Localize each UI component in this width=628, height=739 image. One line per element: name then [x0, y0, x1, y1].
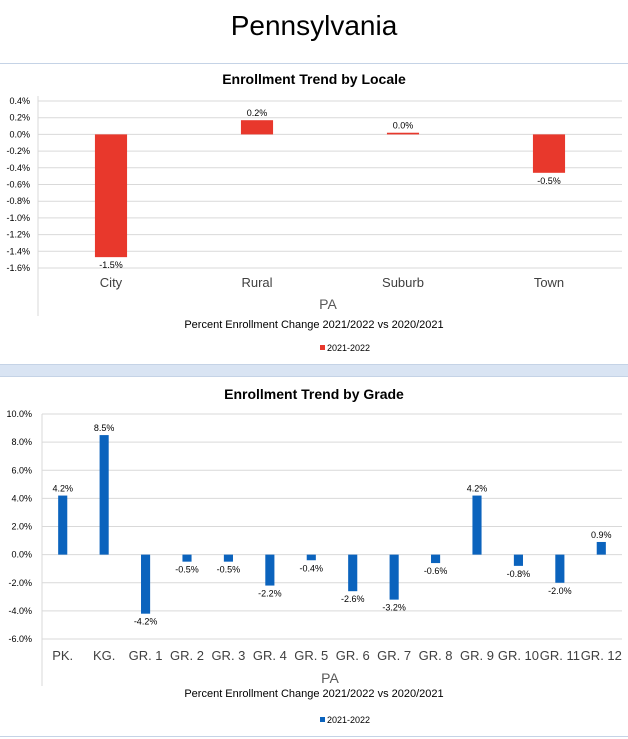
chart-title: Enrollment Trend by Grade [224, 386, 404, 402]
gridlines [42, 414, 622, 639]
y-tick-label: 0.2% [9, 113, 30, 123]
bar [390, 555, 399, 600]
data-label: 0.9% [591, 530, 612, 540]
y-tick-label: -0.4% [6, 163, 30, 173]
x-axis-label: PA [319, 296, 337, 312]
data-label: -0.5% [175, 565, 199, 575]
x-tick-label: Town [534, 275, 564, 290]
data-label: -2.6% [341, 594, 365, 604]
y-tick-label: 0.4% [9, 96, 30, 106]
bar [58, 496, 67, 555]
data-label: -2.0% [548, 586, 572, 596]
bar [555, 555, 564, 583]
y-tick-label: -1.2% [6, 230, 30, 240]
x-tick-label: GR. 9 [460, 648, 494, 663]
data-label: 4.2% [52, 484, 73, 494]
x-tick-label: Suburb [382, 275, 424, 290]
x-tick-label: GR. 11 [540, 648, 580, 663]
x-tick-label: GR. 4 [253, 648, 287, 663]
bar [533, 134, 565, 172]
chart-subtitle: Percent Enrollment Change 2021/2022 vs 2… [184, 688, 443, 700]
bar [348, 555, 357, 592]
y-tick-label: -6.0% [8, 634, 32, 644]
x-tick-label: GR. 12 [581, 648, 622, 663]
x-tick-label: GR. 6 [336, 648, 370, 663]
legend-label: 2021-2022 [327, 343, 370, 353]
y-tick-label: 10.0% [6, 409, 32, 419]
y-tick-label: -1.4% [6, 246, 30, 256]
bar [307, 555, 316, 561]
bar [182, 555, 191, 562]
x-axis-label: PA [321, 670, 339, 686]
bar [265, 555, 274, 586]
y-tick-label: 0.0% [11, 550, 32, 560]
data-label: 8.5% [94, 423, 115, 433]
bar [241, 120, 273, 134]
bar [100, 435, 109, 555]
legend-swatch [320, 717, 325, 722]
page-title: Pennsylvania [0, 10, 628, 42]
data-label: 0.0% [393, 121, 414, 131]
x-axis: PK. KG. GR. 1 GR. 2 GR. 3 GR. 4 GR. 5 GR. 6 GR. … [52, 648, 622, 663]
bars: -1.5% 0.2% 0.0% -0.5% [95, 108, 565, 270]
bar [597, 542, 606, 555]
y-tick-label: -4.0% [8, 606, 32, 616]
y-axis: 10.0% 8.0% 6.0% 4.0% 2.0% 0.0% -2.0% -4.0% -6.0% [6, 409, 32, 644]
x-tick-label: GR. 7 [377, 648, 411, 663]
x-tick-label: GR. 8 [419, 648, 453, 663]
y-tick-label: -0.8% [6, 196, 30, 206]
x-tick-label: GR. 2 [170, 648, 204, 663]
data-label: -0.4% [300, 563, 324, 573]
y-tick-label: -1.6% [6, 263, 30, 273]
y-tick-label: 0.0% [9, 129, 30, 139]
bar [472, 496, 481, 555]
y-tick-label: 6.0% [11, 465, 32, 475]
locale-chart: Enrollment Trend by Locale 0.4%0.2%0.0%-… [0, 64, 628, 364]
data-label: -4.2% [134, 617, 158, 627]
x-tick-label: GR. 1 [129, 648, 163, 663]
x-tick-label: City [100, 275, 123, 290]
bar [387, 133, 419, 135]
grade-chart: Enrollment Trend by Grade 10.0% 8.0% 6.0% 4… [0, 377, 628, 736]
y-tick-label: -0.2% [6, 146, 30, 156]
data-label: -2.2% [258, 589, 282, 599]
bar [95, 134, 127, 257]
x-tick-label: GR. 3 [211, 648, 245, 663]
y-tick-label: 8.0% [11, 437, 32, 447]
data-label: 0.2% [247, 108, 268, 118]
x-tick-label: GR. 5 [294, 648, 328, 663]
y-tick-label: 4.0% [11, 493, 32, 503]
y-tick-label: -1.0% [6, 213, 30, 223]
legend-label: 2021-2022 [327, 715, 370, 725]
legend-swatch [320, 345, 325, 350]
chart-title: Enrollment Trend by Locale [222, 71, 406, 87]
divider [0, 736, 628, 737]
x-tick-label: PK. [52, 648, 73, 663]
data-label: -0.5% [217, 565, 241, 575]
data-label: -1.5% [99, 260, 123, 270]
x-tick-label: KG. [93, 648, 115, 663]
data-label: -0.6% [424, 566, 448, 576]
bars: 4.2% 8.5% -4.2% -0.5% -0.5% -2.2% -0.4% -2.6% -3… [52, 423, 611, 627]
data-label: -3.2% [382, 603, 406, 613]
bar [514, 555, 523, 566]
x-axis: City Rural Suburb Town [100, 275, 564, 290]
section-band [0, 365, 628, 376]
x-tick-label: Rural [241, 275, 272, 290]
y-tick-label: -0.6% [6, 180, 30, 190]
y-axis: 0.4% 0.2% 0.0% -0.2% -0.4% -0.6% -0.8% -1.0% -1.… [6, 96, 30, 273]
chart-subtitle: Percent Enrollment Change 2021/2022 vs 2… [184, 319, 443, 331]
bar [224, 555, 233, 562]
data-label: -0.5% [537, 176, 561, 186]
data-label: -0.8% [507, 569, 531, 579]
y-tick-label: -2.0% [8, 578, 32, 588]
y-tick-label: 2.0% [11, 522, 32, 532]
x-tick-label: GR. 10 [498, 648, 539, 663]
data-label: 4.2% [467, 484, 488, 494]
bar [141, 555, 150, 614]
bar [431, 555, 440, 563]
